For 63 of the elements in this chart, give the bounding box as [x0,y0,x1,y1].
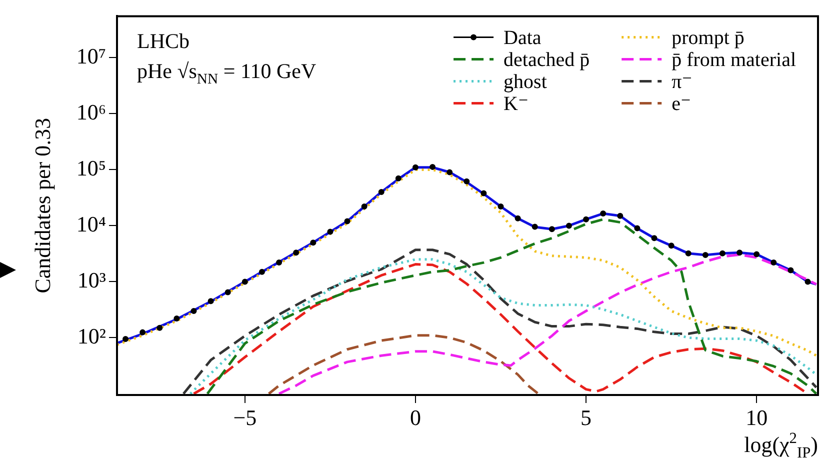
legend-label: K⁻ [504,93,529,116]
point [190,308,197,314]
point [498,204,504,210]
point [258,268,265,275]
point [685,250,692,256]
y-tick-label: 10⁴ [76,211,106,236]
point [480,190,487,196]
legend-label: e⁻ [672,93,692,116]
point [634,225,640,232]
point [566,222,572,229]
point [224,289,231,296]
point [770,260,777,266]
point [719,250,726,256]
point [276,260,282,266]
point [344,218,350,224]
point [736,250,743,256]
point [174,316,180,322]
x-tick-label: 5 [580,404,592,430]
point [242,278,248,285]
y-tick-label: 10⁶ [76,99,106,124]
point [361,204,368,210]
annotation: LHCb [137,29,190,54]
legend-label: p̄ from material [672,49,796,72]
point [788,267,794,274]
point [395,175,402,182]
x-tick-label: −5 [233,404,257,430]
point [430,164,436,170]
point [668,242,674,249]
legend-label: prompt p̄ [672,27,744,50]
point [122,336,129,342]
point [514,215,521,222]
point [327,228,334,235]
point [464,178,470,184]
x-tick-label: 0 [410,404,421,430]
point [156,324,163,331]
y-axis-title: Candidates per 0.33 [30,118,55,294]
point [310,240,316,246]
legend-label: ghost [504,71,548,94]
point [804,278,811,285]
point [617,212,624,219]
y-tick-label: 10³ [77,268,106,293]
point [600,210,606,217]
point [651,235,658,242]
point [293,250,300,256]
point [412,164,418,170]
point [208,298,214,304]
point [446,169,453,176]
point [378,188,384,195]
x-tick-label: 10 [746,404,768,430]
point [754,251,760,258]
point [548,226,555,232]
legend-label: Data [504,27,542,50]
point [532,224,538,230]
y-tick-label: 10⁵ [76,155,106,180]
y-tick-label: 10² [77,324,106,349]
line-series [268,334,540,395]
legend-label: π⁻ [672,71,692,94]
line-series [206,218,818,395]
y-tick-label: 10⁷ [76,43,106,68]
legend-label: detached p̄ [504,49,590,72]
point [583,216,590,222]
point [140,329,146,336]
point [702,252,708,258]
